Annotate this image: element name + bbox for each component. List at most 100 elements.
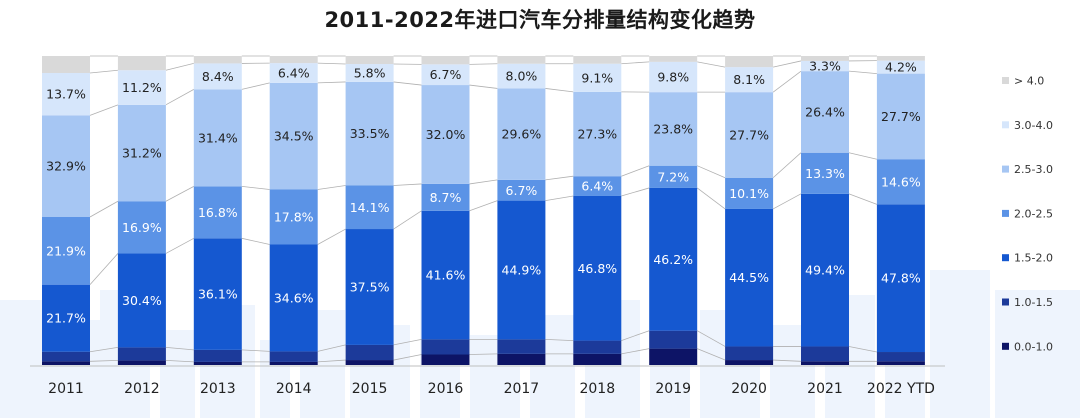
bar-segment [193, 56, 242, 64]
data-label: 30.4% [122, 293, 162, 308]
data-label: 7.2% [657, 169, 689, 184]
connector-line [621, 330, 650, 341]
legend-swatch [1002, 165, 1009, 173]
data-label: 10.1% [729, 186, 769, 201]
connector-line [697, 330, 726, 347]
legend-item: 3.0-4.0 [1002, 119, 1053, 132]
data-label: 27.7% [729, 127, 769, 142]
data-label: 17.8% [274, 209, 314, 224]
data-label: 21.7% [46, 311, 86, 326]
data-label: 11.2% [122, 80, 162, 95]
connector-line [89, 200, 119, 218]
bar-segment [345, 185, 394, 230]
x-tick-label: 2012 [124, 381, 160, 397]
bar-segment [421, 354, 470, 365]
bar-segment [573, 56, 622, 64]
connector-line [393, 183, 422, 186]
bar-segment [117, 56, 166, 71]
bar-segment [801, 56, 849, 61]
legend-item: 1.5-2.0 [1002, 252, 1053, 265]
connector-line [772, 193, 802, 210]
bar-segment [193, 349, 242, 362]
connector-lines [89, 55, 878, 363]
data-label: 21.9% [46, 243, 86, 258]
data-label: 6.4% [278, 65, 310, 80]
bar-segment [345, 56, 394, 65]
x-tick-label: 2021 [807, 381, 843, 397]
data-label: 6.7% [430, 67, 462, 82]
connector-line [165, 89, 194, 106]
bar-segment [497, 88, 546, 180]
data-label: 8.1% [733, 72, 765, 87]
bar-segment [421, 56, 470, 65]
bar-segment [649, 187, 698, 331]
bar-segment [801, 346, 849, 362]
connector-line [393, 81, 422, 86]
bar-segment [269, 351, 318, 362]
legend-item: 1.0-1.5 [1002, 296, 1053, 309]
bar-segment [801, 152, 849, 194]
bar-segment [345, 229, 394, 345]
connector-line [393, 338, 422, 346]
bar-segment [573, 91, 622, 177]
bar-segment [573, 195, 622, 341]
connector-line [241, 237, 270, 245]
bar-segment [649, 92, 698, 166]
data-label: 44.5% [729, 270, 769, 285]
connector-line [469, 63, 498, 65]
legend-item: > 4.0 [1002, 75, 1044, 88]
legend-label: 0.0-1.0 [1014, 340, 1053, 353]
data-label: 27.7% [881, 109, 921, 124]
bar-segment [117, 70, 166, 105]
x-tick-label: 2014 [276, 381, 312, 397]
bar-segment [725, 56, 774, 68]
bar-segment [876, 56, 925, 61]
connector-line [621, 348, 650, 355]
x-tick-label: 2016 [428, 381, 464, 397]
bar-segment [725, 177, 774, 209]
x-axis: 2011 2012 2013 2014 2015 2016 2017 2018 2019 2020… [30, 365, 945, 397]
connector-line [165, 186, 194, 202]
connector-line [848, 70, 877, 75]
bar-segment [345, 64, 394, 82]
connector-line [165, 237, 194, 254]
bar-segment [193, 361, 242, 365]
legend-swatch [1002, 342, 1009, 350]
bar-segment [497, 200, 546, 340]
bar-segment [573, 340, 622, 354]
legend-label: 3.0-4.0 [1014, 119, 1053, 132]
bar-segment [497, 63, 546, 89]
bar-segment [649, 61, 698, 93]
bar-segment [345, 344, 394, 361]
connector-line [469, 84, 498, 89]
legend: > 4.0 3.0-4.0 2.5-3.0 2.0-2.5 1.5-2.0 1.0-1.5… [1002, 75, 1053, 353]
data-label: 6.7% [506, 183, 538, 198]
bar-segment [801, 60, 849, 72]
data-label: 46.2% [653, 252, 693, 267]
bar-segment [801, 361, 849, 365]
data-label: 6.4% [581, 179, 613, 194]
data-label: 23.8% [653, 121, 693, 136]
data-label: 13.3% [805, 166, 845, 181]
connector-line [621, 61, 650, 65]
data-label: 37.5% [350, 279, 390, 294]
bar-segment [725, 67, 774, 93]
bar-segment [42, 115, 90, 217]
connector-line [697, 61, 726, 68]
x-tick-label: 2022 YTD [867, 381, 935, 397]
bar-segment [42, 351, 90, 362]
bar-segment [117, 253, 166, 348]
bar-segment [876, 361, 925, 365]
bar-segment [117, 360, 166, 365]
data-label: 32.0% [426, 127, 466, 142]
bar-segment [421, 339, 470, 355]
legend-item: 2.5-3.0 [1002, 163, 1053, 176]
data-label: 16.9% [122, 220, 162, 235]
data-label: 8.0% [506, 69, 538, 84]
legend-item: 0.0-1.0 [1002, 340, 1053, 353]
connector-line [317, 359, 346, 363]
bar-segment [876, 159, 925, 205]
bar-segment [801, 193, 849, 347]
data-label: 34.5% [274, 129, 314, 144]
